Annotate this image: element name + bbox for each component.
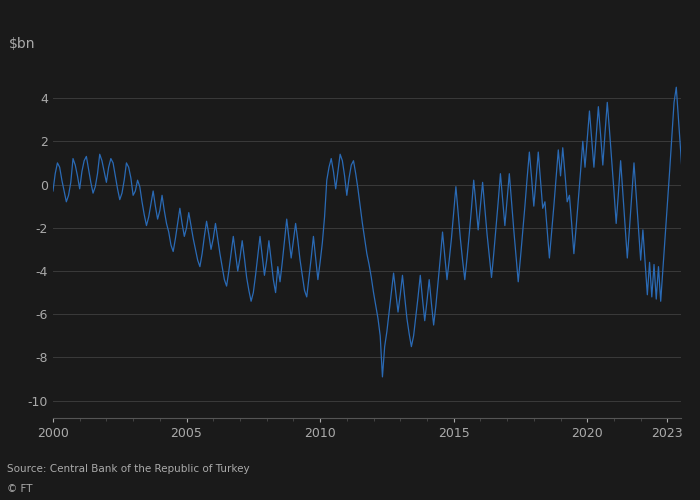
- Text: Source: Central Bank of the Republic of Turkey: Source: Central Bank of the Republic of …: [7, 464, 250, 474]
- Text: © FT: © FT: [7, 484, 32, 494]
- Text: $bn: $bn: [9, 38, 36, 52]
